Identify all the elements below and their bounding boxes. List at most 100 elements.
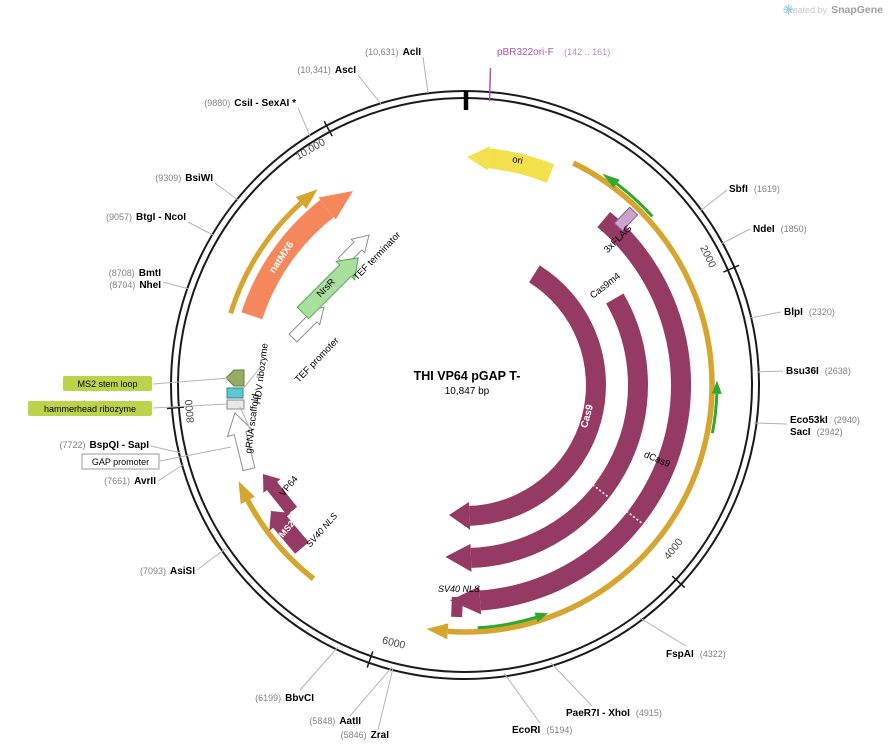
enzyme-label-bspQI-sapI[interactable]: (7722) BspQI - SapI bbox=[60, 440, 150, 451]
hdv-ribozyme-box[interactable] bbox=[226, 387, 244, 399]
plasmid-title: THI VP64 pGAP T- bbox=[414, 369, 521, 383]
hammerhead-ribozyme-box[interactable] bbox=[226, 399, 245, 410]
tick-label-4000: 4000 bbox=[662, 536, 686, 562]
tick-2000 bbox=[723, 264, 740, 273]
tick-8000 bbox=[166, 406, 184, 410]
cas9m4-label[interactable]: Cas9m4 bbox=[588, 271, 623, 301]
tick-label-8000: 8000 bbox=[183, 399, 197, 423]
leader-csiI-sexAI bbox=[297, 107, 311, 137]
vp64-label[interactable]: VP64 bbox=[277, 474, 300, 499]
primer-arrow-bottom[interactable] bbox=[477, 615, 537, 630]
gap-promoter-arrow[interactable] bbox=[222, 410, 261, 473]
leader-gap-promoter bbox=[159, 446, 232, 462]
enzyme-label-ndeI[interactable]: NdeI (1850) bbox=[753, 224, 807, 235]
cas9m4-mutation-mark bbox=[592, 484, 611, 499]
pbr322ori-f-label[interactable]: pBR322ori-F (142 .. 161) bbox=[497, 42, 610, 59]
tef-terminator-arrow[interactable] bbox=[337, 234, 370, 267]
leader-bsiWI bbox=[214, 182, 239, 201]
gap-promoter-label[interactable]: GAP promoter bbox=[81, 453, 160, 470]
dcas9-arrowhead[interactable] bbox=[449, 586, 482, 615]
enzyme-label-csiI-sexAI[interactable]: (9880) CsiI - SexAI * bbox=[204, 98, 296, 109]
tef-promoter-label[interactable]: TEF promoter bbox=[293, 335, 342, 385]
ms2-stem-loop-label[interactable]: MS2 stem loop bbox=[63, 376, 152, 391]
ori-arrow-body[interactable] bbox=[487, 148, 555, 183]
leader-ecoRI bbox=[503, 672, 541, 724]
tick-6000 bbox=[366, 651, 374, 668]
leader-avrII bbox=[157, 463, 185, 482]
tick-4000 bbox=[671, 575, 686, 589]
primer-arrow-top-right-head[interactable] bbox=[602, 173, 620, 188]
ms2-arrow[interactable] bbox=[269, 511, 309, 554]
grna-scaffold-label[interactable]: gRNA scaffold bbox=[243, 393, 261, 454]
ms2-stem-loop-marker[interactable] bbox=[225, 369, 245, 387]
primer-arrow-right[interactable] bbox=[710, 393, 719, 434]
plasmid-size: 10,847 bp bbox=[445, 386, 490, 397]
sv40-nls-label[interactable]: SV40 NLS bbox=[438, 584, 480, 594]
cas9-arrowhead[interactable] bbox=[449, 501, 471, 530]
primer-arrow-top-right[interactable] bbox=[615, 182, 654, 218]
cassette-arc-upper-left-arrowhead[interactable] bbox=[295, 189, 318, 209]
tick-10000 bbox=[323, 120, 333, 137]
cas9m4-arc[interactable] bbox=[470, 293, 648, 568]
leader-ms2-stem-loop bbox=[152, 377, 230, 385]
leader-paeR7I-xhoI bbox=[550, 662, 593, 707]
svg-text:GAP promoter: GAP promoter bbox=[92, 457, 149, 467]
ori-arrowhead[interactable] bbox=[467, 146, 491, 171]
enzyme-label-aclI[interactable]: (10,631) AclI bbox=[365, 47, 421, 58]
enzyme-label-ecoRI[interactable]: EcoRI (5194) bbox=[512, 725, 572, 736]
vp64-arrow[interactable] bbox=[263, 474, 298, 516]
enzyme-label-avrII[interactable]: (7661) AvrII bbox=[104, 476, 156, 487]
svg-text:hammerhead ribozyme: hammerhead ribozyme bbox=[44, 404, 136, 414]
enzyme-label-bsu36I[interactable]: Bsu36I (2638) bbox=[786, 366, 851, 377]
cassette-arc-right[interactable] bbox=[447, 160, 715, 635]
leader-fspAI bbox=[639, 617, 687, 647]
snapgene-logo-icon bbox=[783, 4, 794, 15]
leader-bspQI-sapI bbox=[150, 445, 182, 454]
enzyme-label-bbvCI[interactable]: (6199) BbvCI bbox=[255, 693, 314, 704]
enzyme-label-eco53kI[interactable]: Eco53kI (2940) bbox=[790, 415, 860, 426]
enzyme-label-paeR7I-xhoI[interactable]: PaeR7I - XhoI (4915) bbox=[566, 708, 662, 719]
tick-label-10000: 10,000 bbox=[294, 136, 328, 163]
cassette-arc-upper-left[interactable] bbox=[228, 201, 303, 315]
ori-label[interactable]: ori bbox=[511, 154, 523, 167]
enzyme-label-sbfI[interactable]: SbfI (1619) bbox=[729, 184, 780, 195]
sv40-nls-box[interactable] bbox=[451, 596, 463, 618]
nrsr-arrow[interactable] bbox=[296, 257, 359, 320]
enzyme-label-bsiWI[interactable]: (9309) BsiWI bbox=[155, 173, 213, 184]
enzyme-label-bmtI[interactable]: (8708) BmtI bbox=[109, 268, 161, 279]
pbr322ori-f-marker[interactable] bbox=[488, 67, 492, 102]
enzyme-label-asiSI[interactable]: (7093) AsiSI bbox=[140, 566, 195, 577]
enzyme-label-ascI[interactable]: (10,341) AscI bbox=[297, 65, 356, 76]
leader-hammerhead bbox=[152, 403, 229, 409]
cas9m4-arrowhead[interactable] bbox=[445, 543, 472, 572]
hammerhead-ribozyme-label[interactable]: hammerhead ribozyme bbox=[28, 401, 152, 416]
cassette-arc-lower-left-arrowhead[interactable] bbox=[238, 481, 255, 505]
dcas9-mutation-mark bbox=[626, 510, 645, 526]
enzyme-label-fspAI[interactable]: FspAI (4322) bbox=[666, 649, 726, 660]
enzyme-label-btgI-ncoI[interactable]: (9057) BtgI - NcoI bbox=[106, 212, 186, 223]
cassette-arc-right-arrowhead[interactable] bbox=[426, 623, 449, 640]
primer-arrow-bottom-head[interactable] bbox=[534, 612, 549, 623]
leader-eco53kI-sacI bbox=[753, 422, 788, 425]
cassette-arc-lower-left[interactable] bbox=[245, 499, 316, 581]
leader-blpI bbox=[749, 311, 782, 319]
primer-arrow-right-head[interactable] bbox=[711, 380, 722, 394]
natmx6-arrow-body[interactable] bbox=[241, 199, 334, 320]
enzyme-label-blpI[interactable]: BlpI (2320) bbox=[784, 307, 835, 318]
enzyme-label-aatII[interactable]: (5848) AatII bbox=[309, 716, 361, 727]
leader-hdv-ribozyme bbox=[242, 368, 260, 390]
leader-bsu36I bbox=[756, 370, 784, 373]
sv40-nls-left-label[interactable]: SV40 NLS bbox=[304, 511, 339, 549]
tick-label-2000: 2000 bbox=[697, 244, 718, 270]
cas9-arc[interactable] bbox=[469, 265, 606, 526]
enzyme-label-sacI[interactable]: SacI (2942) bbox=[790, 427, 843, 438]
snapgene-watermark: Created by SnapGene bbox=[783, 4, 883, 16]
natmx6-arrowhead[interactable] bbox=[318, 191, 354, 220]
leader-bbvCI bbox=[299, 646, 339, 691]
enzyme-label-zraI[interactable]: (5846) ZraI bbox=[341, 730, 390, 741]
3xflag-box[interactable] bbox=[613, 206, 639, 232]
enzyme-label-nheI[interactable]: (8704) NheI bbox=[109, 280, 161, 291]
svg-text:MS2 stem loop: MS2 stem loop bbox=[77, 379, 137, 389]
dcas9-arc[interactable] bbox=[479, 211, 691, 611]
